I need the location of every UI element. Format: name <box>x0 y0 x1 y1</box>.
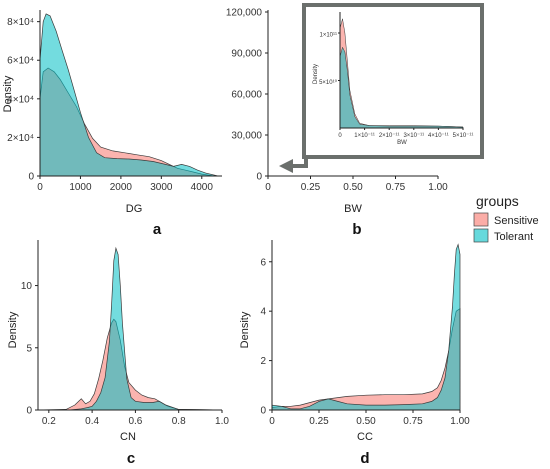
panel-d-xtick-label: 0.25 <box>309 416 329 427</box>
inset-arrow-head <box>279 159 293 173</box>
panel-b-ytick-label: 90,000 <box>231 49 262 60</box>
panel-d-xtick-label: 0.75 <box>403 416 423 427</box>
panel-a-ytick-label: 6×10⁴ <box>7 56 34 67</box>
inset-plot: 0 1×10⁻¹¹ 2×10⁻¹¹ 3×10⁻¹¹ 4×10⁻¹¹ 5×10⁻¹¹ 5×10… <box>313 12 473 146</box>
panel-a-xtick-label: 1000 <box>69 182 92 193</box>
panel-c-xtick-label: 1.0 <box>215 416 229 427</box>
panel-b-x-label: BW <box>344 203 362 215</box>
panel-c-ytick-label: 0 <box>26 406 32 417</box>
panel-d-xtick-label: 0 <box>269 416 275 427</box>
panel-c-xtick-label: 0.4 <box>85 416 99 427</box>
panel-a-y-label: Density <box>2 75 14 112</box>
panel-d-xtick-label: 0.50 <box>356 416 376 427</box>
panel-a-xtick-label: 3000 <box>150 182 173 193</box>
legend-swatch-tolerant <box>473 228 489 243</box>
panel-c-xtick-label: 0.8 <box>172 416 186 427</box>
panel-c-ytick-label: 10 <box>21 281 33 292</box>
panel-d-xtick-label: 1.00 <box>450 416 470 427</box>
panel-b-xtick-label: 0 <box>265 182 271 193</box>
panel-b-xtick-label: 0.25 <box>301 182 321 193</box>
panel-a-ytick-label: 0 <box>28 172 34 183</box>
legend-label-sensitive: Sensitive <box>494 215 539 227</box>
inset-xtick-label: 1×10⁻¹¹ <box>354 133 375 139</box>
panel-b-xtick-label: 1.00 <box>428 182 448 193</box>
panel-a-ytick-label: 4×10⁴ <box>7 94 34 105</box>
legend-swatch-sensitive <box>473 212 489 227</box>
panel-a-area-tolerant <box>39 13 219 177</box>
panel-d-ytick-label: 0 <box>260 406 266 417</box>
panel-label-b: b <box>352 221 361 238</box>
panel-b-ytick-label: 120,000 <box>226 8 263 19</box>
panel-d-ytick-label: 6 <box>260 257 266 268</box>
inset-xtick-label: 0 <box>338 133 342 139</box>
legend: groups Sensitive Tolerant <box>473 193 539 243</box>
panel-a-ytick-label: 2×10⁴ <box>7 133 34 144</box>
panel-d-area-sensitive <box>271 308 461 411</box>
panel-c-area-tolerant <box>37 246 223 411</box>
panel-b-xtick-label: 0.50 <box>343 182 363 193</box>
panel-c-xtick-label: 0.6 <box>128 416 142 427</box>
panel-a-ytick-label: 8×10⁴ <box>7 17 34 28</box>
panel-b-ytick-label: 60,000 <box>231 90 262 101</box>
panel-c-x-label: CN <box>120 431 136 443</box>
inset-ytick-label: 1×10¹¹ <box>319 33 337 39</box>
inset-ytick-label: 5×10¹⁰ <box>319 79 338 86</box>
panel-a-xtick-label: 0 <box>37 182 43 193</box>
axes <box>35 10 461 413</box>
panel-b-ytick-label: 0 <box>256 172 262 183</box>
inset-frame <box>302 3 484 159</box>
panel-c-xtick-label: 0.2 <box>42 416 56 427</box>
inset-y-label: Density <box>313 64 319 84</box>
axis-text: 0 1000 2000 3000 400002×10⁴4×10⁴6×10⁴8×10⁴DG… <box>2 8 470 444</box>
panel-d-ytick-label: 2 <box>260 356 266 367</box>
panel-c-ytick-label: 5 <box>26 343 32 354</box>
inset-x-label: BW <box>397 140 407 146</box>
panel-a-xtick-label: 2000 <box>110 182 133 193</box>
panel-d-y-label: Density <box>239 311 251 348</box>
inset-xtick-label: 4×10⁻¹¹ <box>428 133 449 139</box>
inset-xtick-label: 2×10⁻¹¹ <box>379 133 400 139</box>
panel-c-y-label: Density <box>7 311 19 348</box>
panel-b-ytick-label: 30,000 <box>231 131 262 142</box>
panel-d-ytick-label: 4 <box>260 307 266 318</box>
panel-a-xtick-label: 4000 <box>191 182 214 193</box>
panel-d-area-tolerant <box>271 243 461 411</box>
panel-label-a: a <box>153 221 162 238</box>
density-areas <box>37 13 461 411</box>
inset-arrow-line <box>290 156 308 168</box>
panel-b-xtick-label: 0.75 <box>386 182 406 193</box>
legend-title: groups <box>476 193 519 209</box>
panel-label-c: c <box>127 450 135 467</box>
panel-d-x-label: CC <box>357 431 373 443</box>
inset-area-tolerant <box>339 46 464 129</box>
legend-label-tolerant: Tolerant <box>494 231 533 243</box>
inset-xtick-label: 5×10⁻¹¹ <box>453 133 474 139</box>
panel-a-x-label: DG <box>126 203 143 215</box>
inset-xtick-label: 3×10⁻¹¹ <box>403 133 424 139</box>
panel-label-d: d <box>360 450 369 467</box>
